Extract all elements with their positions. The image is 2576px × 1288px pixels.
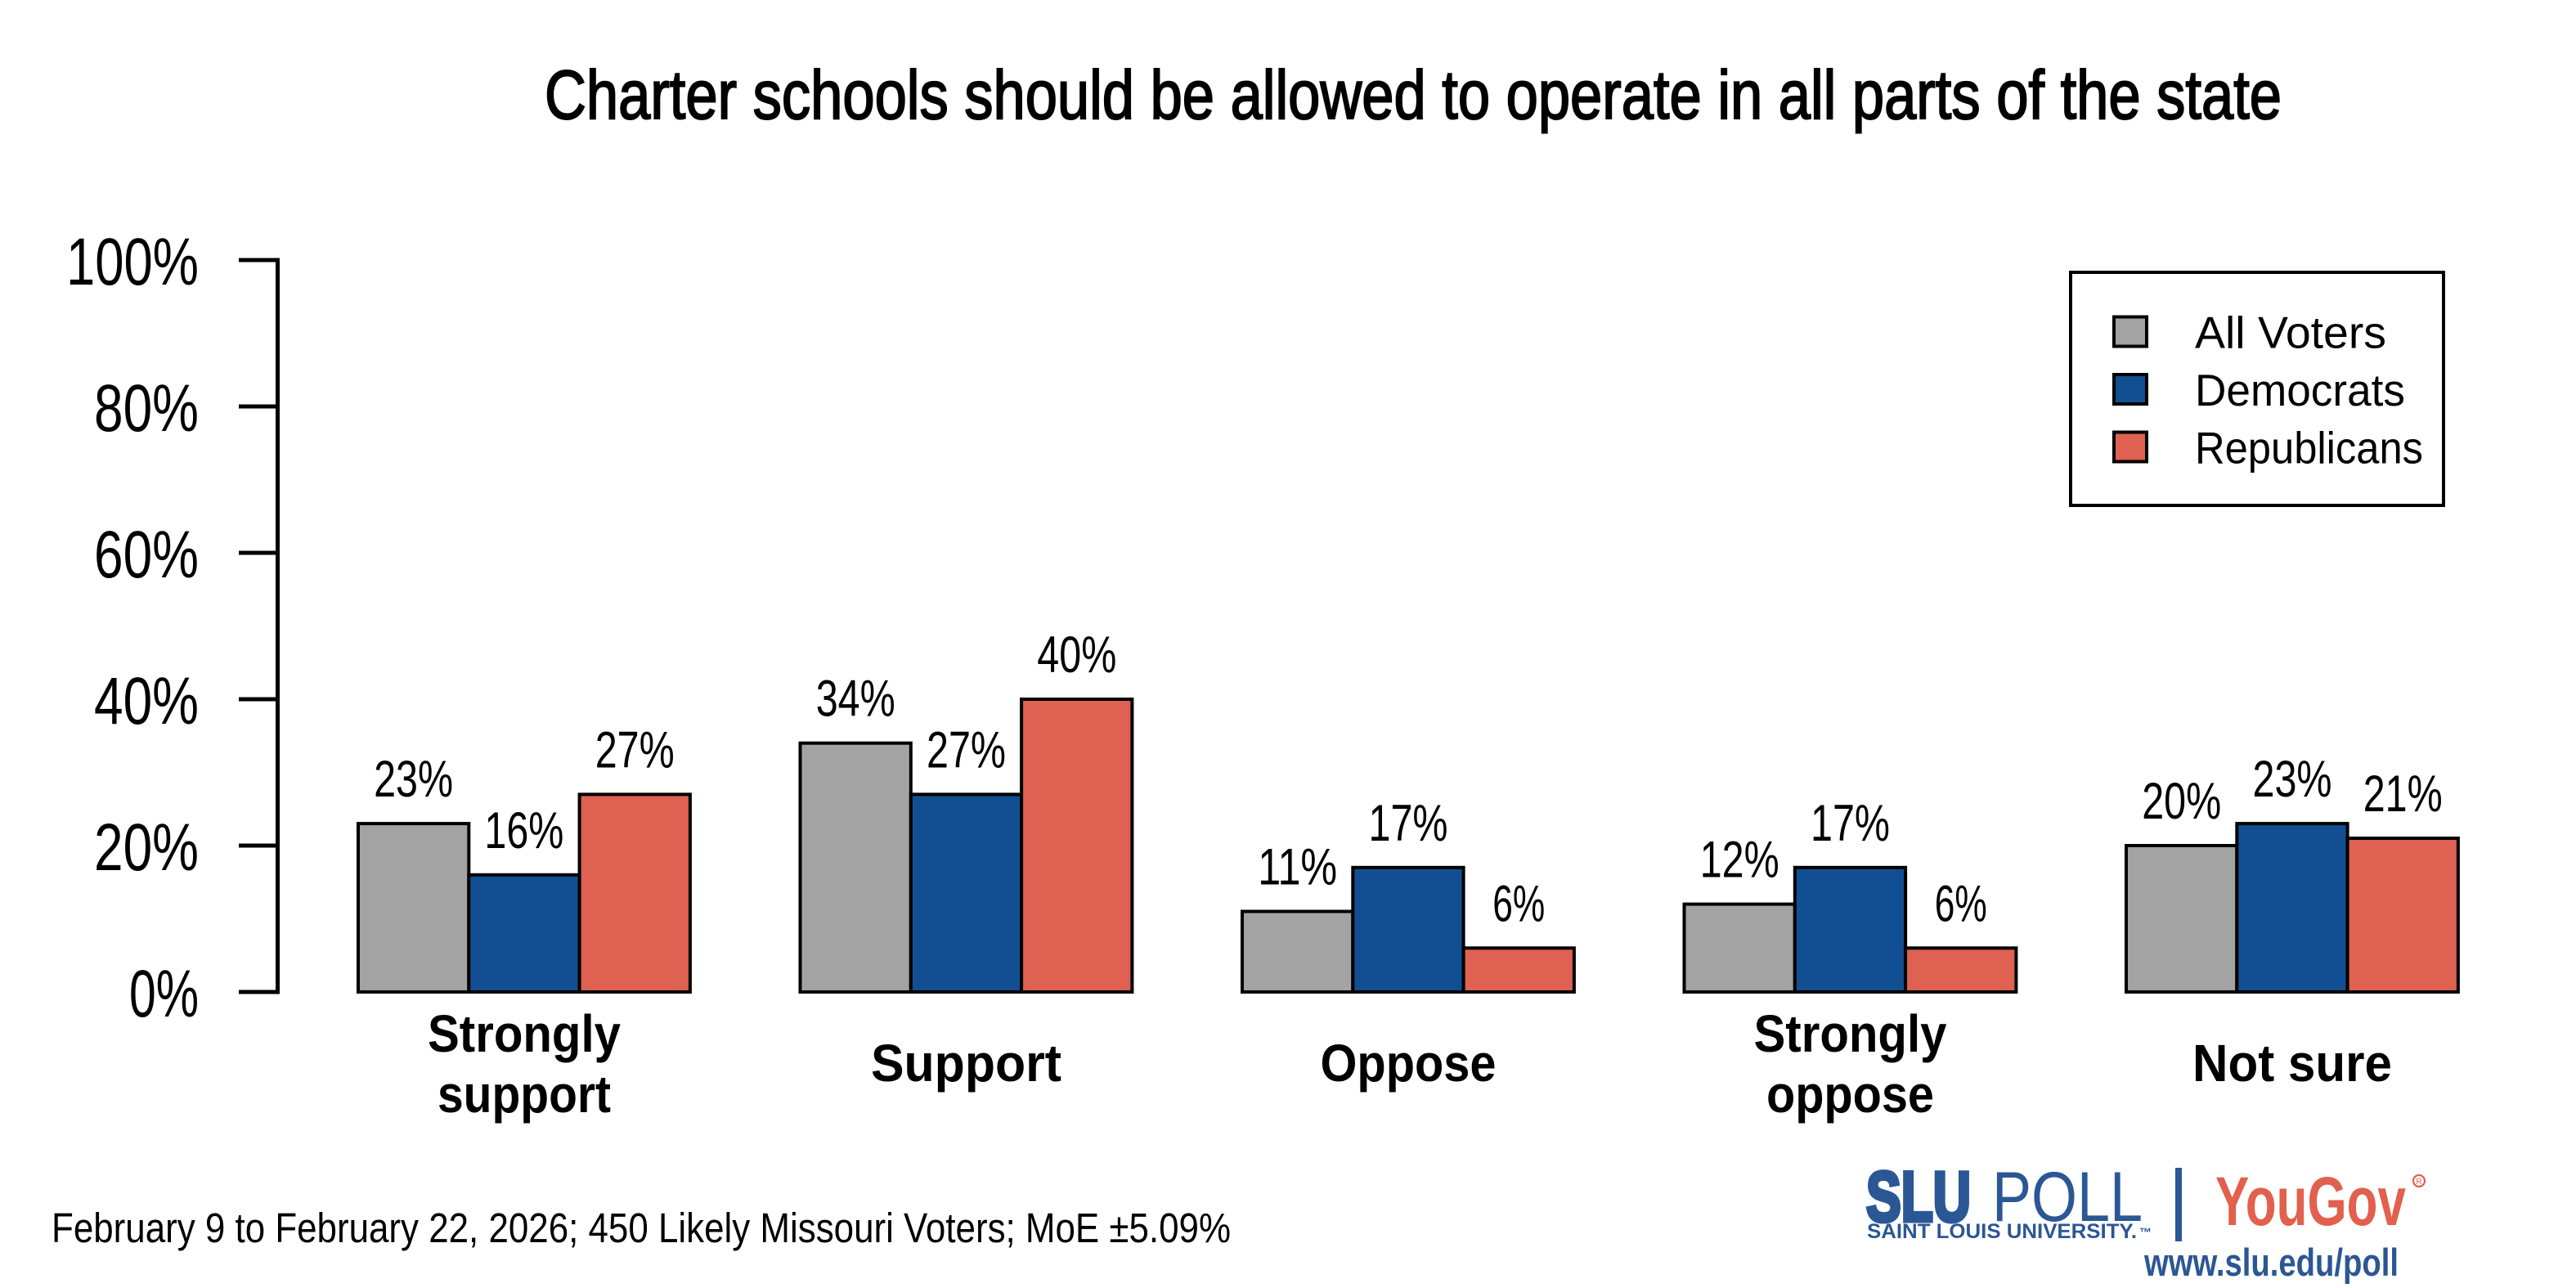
svg-text:Strongly: Strongly [428, 1004, 621, 1063]
svg-text:80%: 80% [94, 371, 199, 446]
svg-text:17%: 17% [1811, 795, 1890, 852]
svg-text:34%: 34% [816, 671, 895, 728]
svg-text:Republicans: Republicans [2195, 423, 2423, 473]
svg-text:Oppose: Oppose [1321, 1034, 1497, 1093]
svg-text:0%: 0% [129, 957, 199, 1031]
svg-text:11%: 11% [1258, 839, 1337, 896]
svg-text:oppose: oppose [1766, 1065, 1934, 1124]
svg-text:SAINT LOUIS UNIVERSITY.: SAINT LOUIS UNIVERSITY. [1867, 1220, 2137, 1243]
svg-text:R: R [2416, 1178, 2421, 1187]
svg-text:All Voters: All Voters [2195, 307, 2386, 358]
svg-text:12%: 12% [1700, 832, 1779, 889]
svg-text:21%: 21% [2363, 765, 2443, 823]
svg-text:February 9 to February 22, 202: February 9 to February 22, 2026; 450 Lik… [52, 1205, 1231, 1251]
svg-text:Support: Support [871, 1034, 1061, 1093]
svg-text:23%: 23% [374, 751, 453, 808]
svg-text:POLL: POLL [1992, 1158, 2143, 1236]
svg-text:40%: 40% [1037, 626, 1116, 684]
svg-text:Charter schools should be allo: Charter schools should be allowed to ope… [545, 56, 2282, 133]
svg-text:17%: 17% [1369, 795, 1448, 852]
svg-text:Democrats: Democrats [2195, 365, 2405, 415]
svg-text:60%: 60% [94, 518, 199, 592]
svg-text:40%: 40% [94, 664, 199, 738]
svg-text:23%: 23% [2253, 751, 2332, 808]
svg-text:6%: 6% [1935, 875, 1987, 932]
svg-text:™: ™ [2139, 1226, 2152, 1240]
svg-text:100%: 100% [66, 225, 199, 299]
svg-text:27%: 27% [927, 721, 1006, 779]
svg-text:Not sure: Not sure [2192, 1034, 2392, 1093]
svg-text:20%: 20% [94, 810, 199, 885]
svg-text:YouGov: YouGov [2215, 1163, 2406, 1240]
svg-text:16%: 16% [484, 802, 563, 859]
svg-text:SLU: SLU [1866, 1158, 1971, 1236]
svg-text:20%: 20% [2142, 773, 2221, 830]
svg-text:6%: 6% [1492, 875, 1545, 932]
svg-text:Strongly: Strongly [1754, 1004, 1947, 1063]
svg-text:27%: 27% [595, 721, 675, 779]
svg-text:support: support [438, 1065, 611, 1124]
svg-text:www.slu.edu/poll: www.slu.edu/poll [2143, 1241, 2399, 1284]
